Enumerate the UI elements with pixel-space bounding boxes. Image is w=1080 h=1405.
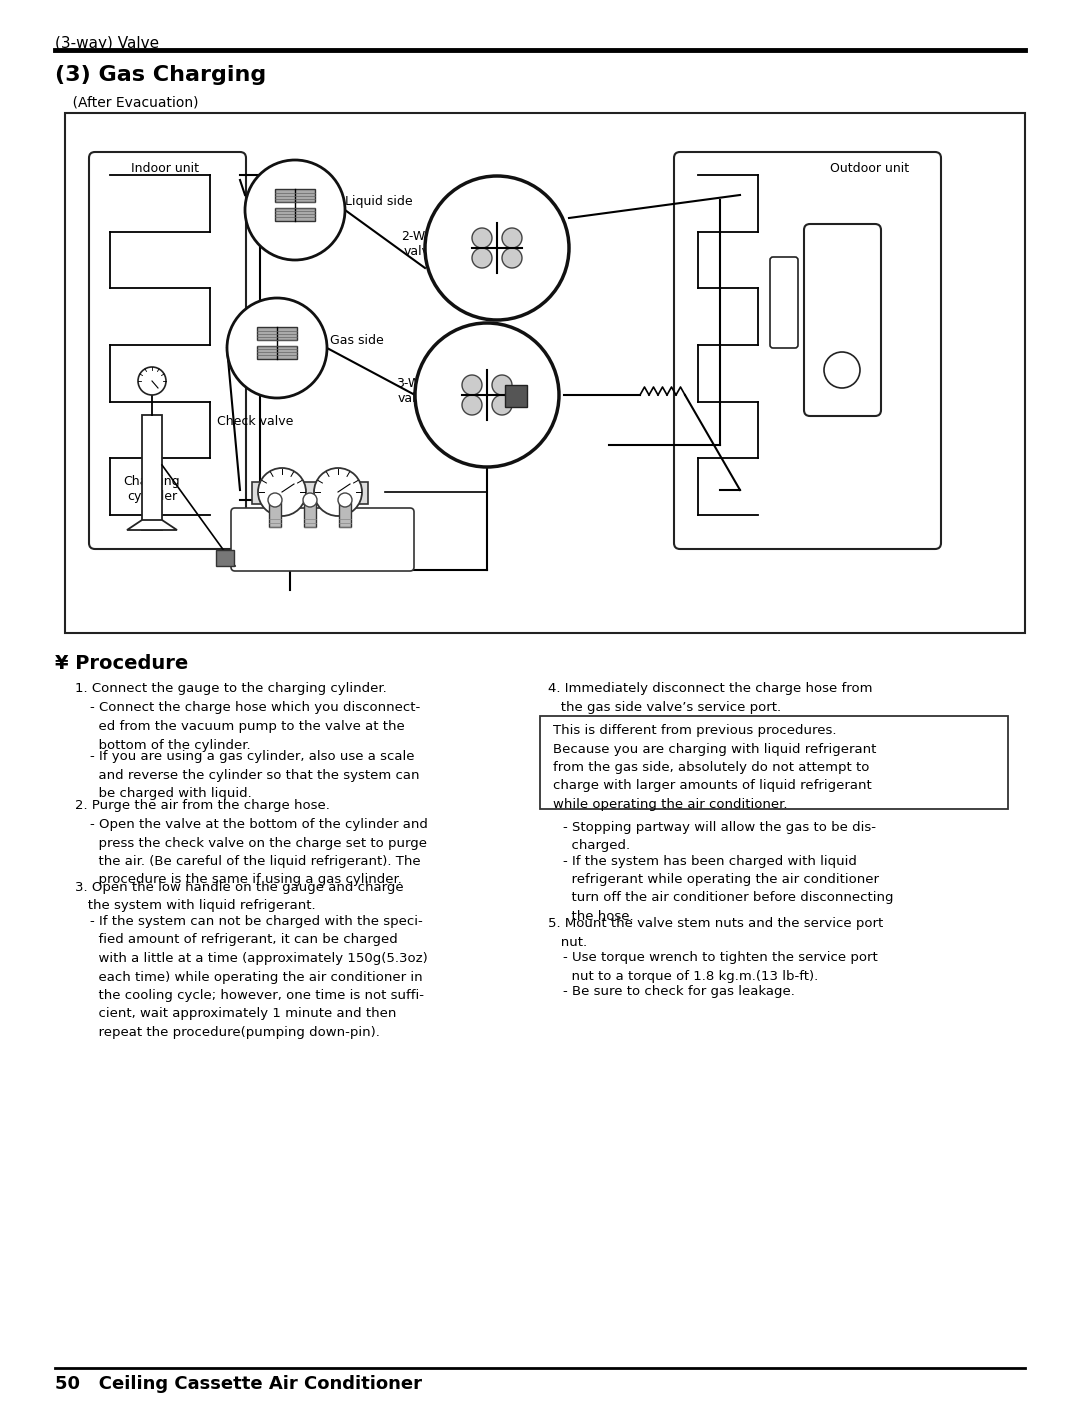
Bar <box>257 346 297 360</box>
FancyBboxPatch shape <box>674 152 941 549</box>
Text: - If the system can not be charged with the speci-
  fied amount of refrigerant,: - If the system can not be charged with … <box>90 915 428 1040</box>
Bar <box>252 482 368 504</box>
Text: Charging
cylinder: Charging cylinder <box>124 475 180 503</box>
Text: (3-way) Valve: (3-way) Valve <box>55 37 159 51</box>
Bar <box>303 502 316 527</box>
Circle shape <box>426 176 569 320</box>
Text: Lo: Lo <box>303 488 316 497</box>
Text: (After Evacuation): (After Evacuation) <box>55 96 199 110</box>
Text: Gas side: Gas side <box>330 334 383 347</box>
Circle shape <box>472 228 492 249</box>
Circle shape <box>268 493 282 507</box>
Circle shape <box>492 395 512 414</box>
Bar <box>275 190 315 202</box>
Bar <box>275 208 315 221</box>
Text: - If you are using a gas cylinder, also use a scale
  and reverse the cylinder s: - If you are using a gas cylinder, also … <box>90 750 419 799</box>
Circle shape <box>338 493 352 507</box>
Text: - Open the valve at the bottom of the cylinder and
  press the check valve on th: - Open the valve at the bottom of the cy… <box>90 818 428 887</box>
FancyBboxPatch shape <box>231 509 414 570</box>
Text: (3) Gas Charging: (3) Gas Charging <box>55 65 267 84</box>
Circle shape <box>227 298 327 398</box>
Circle shape <box>824 353 860 388</box>
FancyBboxPatch shape <box>89 152 246 549</box>
Text: - Be sure to check for gas leakage.: - Be sure to check for gas leakage. <box>563 985 795 999</box>
Text: Liquid side: Liquid side <box>345 195 413 208</box>
Text: 4. Immediately disconnect the charge hose from
   the gas side valve’s service p: 4. Immediately disconnect the charge hos… <box>548 681 873 714</box>
Text: Check valve: Check valve <box>217 414 293 429</box>
Text: OPEN: OPEN <box>274 558 315 570</box>
Circle shape <box>502 249 522 268</box>
Text: - Connect the charge hose which you disconnect-
  ed from the vacuum pump to the: - Connect the charge hose which you disc… <box>90 701 420 752</box>
Circle shape <box>492 375 512 395</box>
Circle shape <box>502 228 522 249</box>
Text: Open: Open <box>470 357 503 370</box>
Text: Indoor unit: Indoor unit <box>131 162 199 176</box>
Circle shape <box>303 493 318 507</box>
Bar <box>505 385 527 407</box>
Text: 3. Open the low handle on the gauge and charge
   the system with liquid refrige: 3. Open the low handle on the gauge and … <box>75 881 404 912</box>
Text: Outdoor unit: Outdoor unit <box>831 162 909 176</box>
Circle shape <box>314 468 362 516</box>
Bar <box>141 414 162 530</box>
Bar <box>540 717 1008 808</box>
Text: - Use torque wrench to tighten the service port
  nut to a torque of 1.8 kg.m.(1: - Use torque wrench to tighten the servi… <box>563 951 878 983</box>
Circle shape <box>245 160 345 260</box>
FancyBboxPatch shape <box>770 257 798 348</box>
Text: (1): (1) <box>234 558 252 570</box>
Bar <box>257 327 297 340</box>
Text: ¥ Procedure: ¥ Procedure <box>55 653 188 673</box>
Polygon shape <box>127 520 177 530</box>
Text: 3-Way
valve: 3-Way valve <box>395 377 434 405</box>
FancyBboxPatch shape <box>804 223 881 416</box>
Text: CLOSE: CLOSE <box>364 558 411 570</box>
Circle shape <box>258 468 306 516</box>
Bar <box>339 502 351 527</box>
Circle shape <box>415 323 559 466</box>
Text: 5. Mount the valve stem nuts and the service port
   nut.: 5. Mount the valve stem nuts and the ser… <box>548 917 883 948</box>
Text: 1. Connect the gauge to the charging cylinder.: 1. Connect the gauge to the charging cyl… <box>75 681 387 695</box>
Text: This is different from previous procedures.
Because you are charging with liquid: This is different from previous procedur… <box>553 724 876 811</box>
Bar <box>269 502 281 527</box>
Text: - If the system has been charged with liquid
  refrigerant while operating the a: - If the system has been charged with li… <box>563 854 893 923</box>
Text: - Stopping partway will allow the gas to be dis-
  charged.: - Stopping partway will allow the gas to… <box>563 821 876 851</box>
Bar <box>65 112 1025 634</box>
Text: 50   Ceiling Cassette Air Conditioner: 50 Ceiling Cassette Air Conditioner <box>55 1375 422 1392</box>
Bar <box>216 549 234 566</box>
Text: 2-Way
valve: 2-Way valve <box>401 230 440 259</box>
Text: 2. Purge the air from the charge hose.: 2. Purge the air from the charge hose. <box>75 798 329 812</box>
Circle shape <box>472 249 492 268</box>
Circle shape <box>462 375 482 395</box>
Circle shape <box>462 395 482 414</box>
Circle shape <box>138 367 166 395</box>
Text: Open: Open <box>481 209 514 223</box>
